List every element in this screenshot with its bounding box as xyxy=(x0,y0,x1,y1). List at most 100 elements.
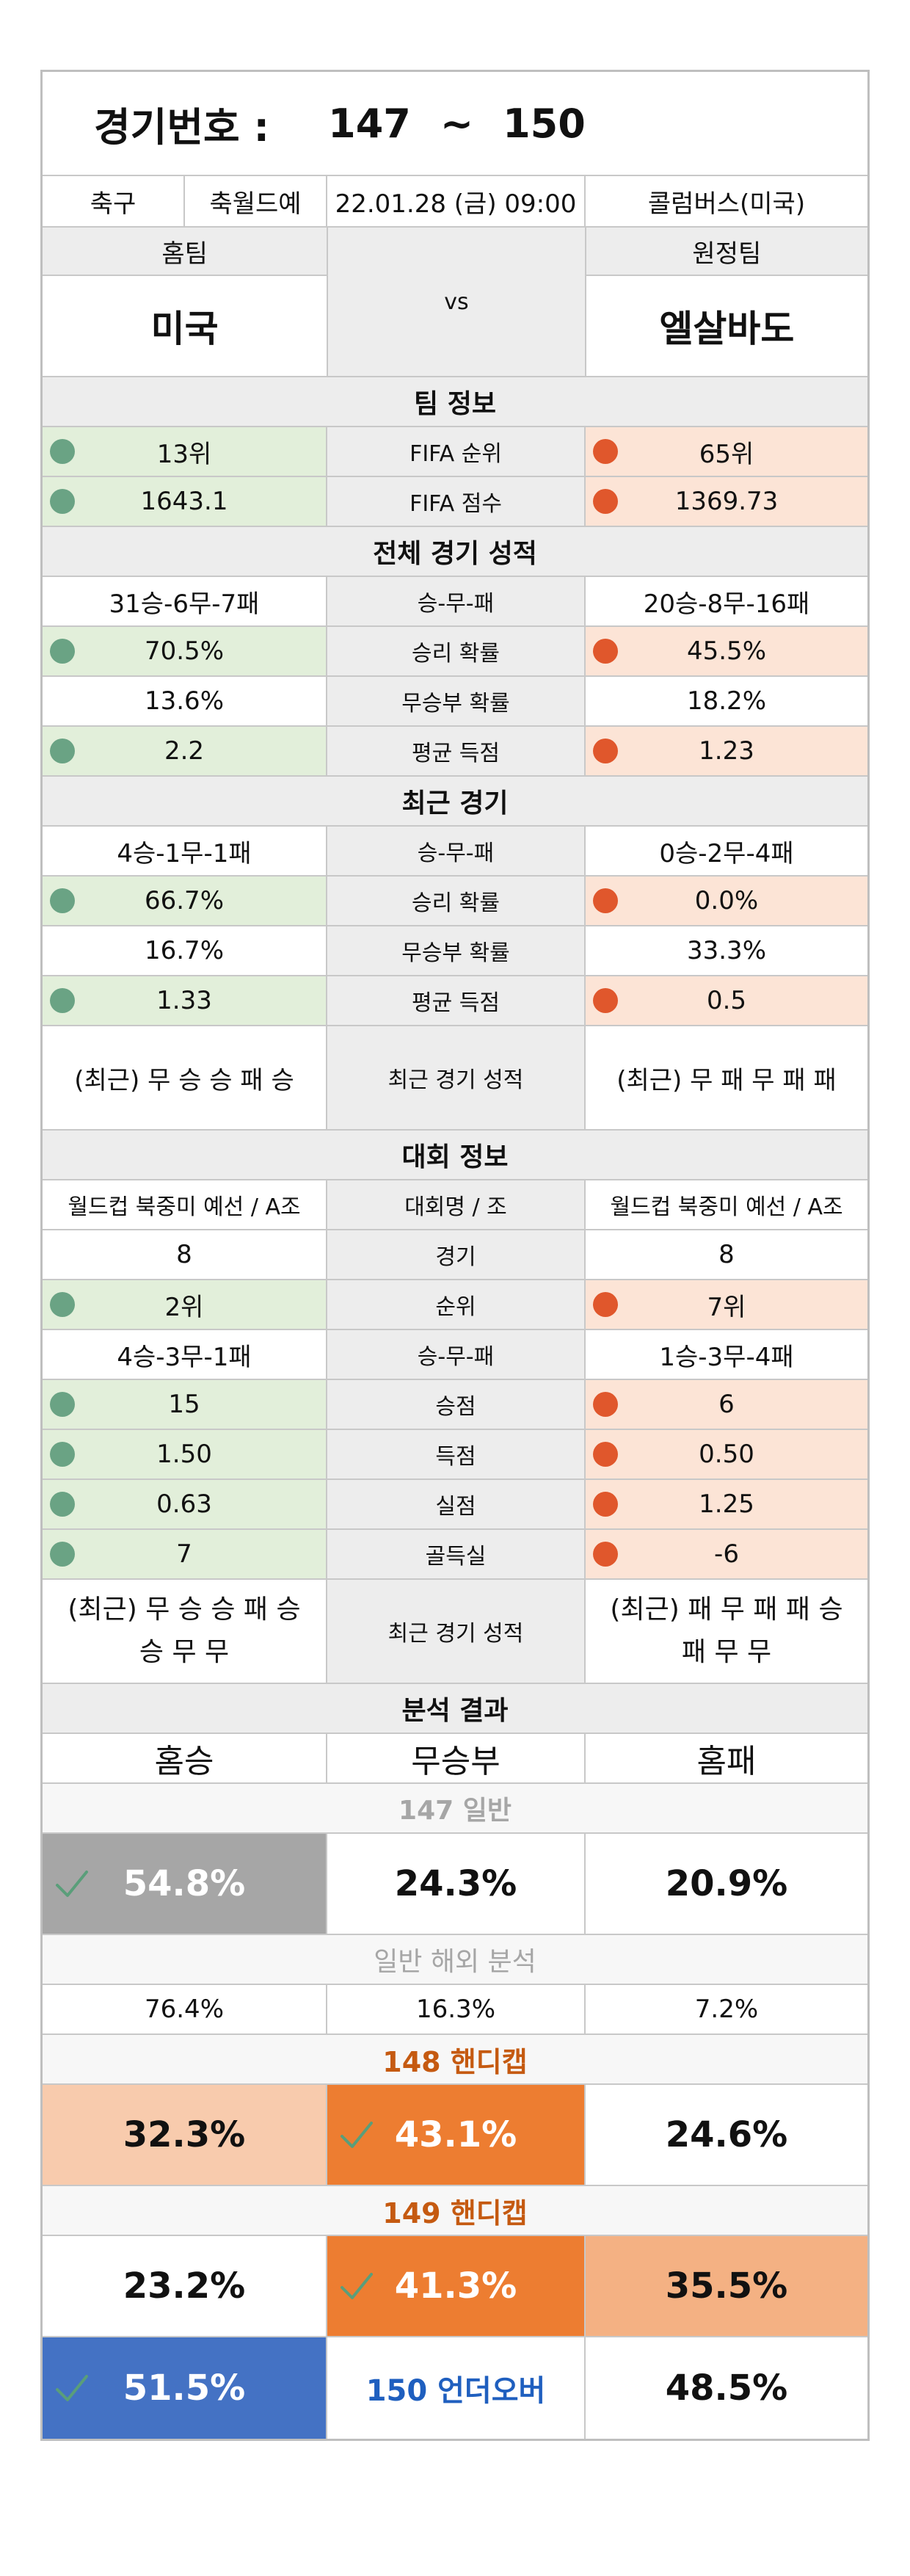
overall-draw-row: 13.6% 무승부 확률 18.2% xyxy=(43,677,867,727)
away-overall-goals: 1.23 xyxy=(586,727,867,775)
match-datetime: 22.01.28 (금) 09:00 xyxy=(327,176,586,226)
away-tournament-points: 6 xyxy=(586,1380,867,1429)
value-text: 51.5% xyxy=(123,2368,246,2409)
underover-title: 150 언더오버 xyxy=(327,2337,586,2439)
value-text: 0.50 xyxy=(699,1440,754,1469)
overseas-header: 일반 해외 분석 xyxy=(43,1935,867,1985)
home-tournament-record: 4승-3무-1패 xyxy=(43,1330,327,1379)
recent-record-row: 4승-1무-1패 승-무-패 0승-2무-4패 xyxy=(43,827,867,877)
recent-draw-row: 16.7% 무승부 확률 33.3% xyxy=(43,926,867,976)
analysis-title: 분석 결과 xyxy=(401,1696,509,1726)
value-text: 1.25 xyxy=(699,1490,754,1519)
overall-win-label: 승리 확률 xyxy=(327,627,586,675)
away-indicator-icon xyxy=(593,1542,618,1567)
analysis-header: 분석 결과 xyxy=(43,1684,867,1734)
match-number-title: 경기번호 : 147 ~ 150 xyxy=(43,72,867,175)
check-icon xyxy=(338,2267,376,2305)
away-fifa-points: 1369.73 xyxy=(586,477,867,526)
away-indicator-icon xyxy=(593,1292,618,1317)
handicap148-draw: 43.1% xyxy=(327,2085,586,2185)
tournament-form-row: (최근) 무 승 승 패 승 승 무 무 최근 경기 성적 (최근) 패 무 패… xyxy=(43,1580,867,1684)
tournament-conceded-row: 0.63 실점 1.25 xyxy=(43,1480,867,1530)
away-recent-win: 0.0% xyxy=(586,877,867,925)
general-header: 147 일반 xyxy=(43,1784,867,1834)
recent-win-row: 66.7% 승리 확률 0.0% xyxy=(43,877,867,926)
match-number-row: 경기번호 : 147 ~ 150 xyxy=(43,72,867,176)
value-text: 66.7% xyxy=(144,886,224,915)
value-text: 20.9% xyxy=(665,1863,788,1904)
match-number-tilde: ~ xyxy=(440,100,474,147)
tournament-conceded-label: 실점 xyxy=(327,1480,586,1528)
fifa-rank-row: 13위 FIFA 순위 65위 xyxy=(43,427,867,477)
home-tournament-scored: 1.50 xyxy=(43,1430,327,1479)
tournament-rank-label: 순위 xyxy=(327,1280,586,1329)
home-tournament-rank: 2위 xyxy=(43,1280,327,1329)
value-text: 2.2 xyxy=(164,736,205,766)
tournament-record-row: 4승-3무-1패 승-무-패 1승-3무-4패 xyxy=(43,1330,867,1380)
handicap148-title: 148 핸디캡 xyxy=(382,2045,528,2078)
overall-record-label: 승-무-패 xyxy=(327,577,586,625)
venue: 콜럼버스(미국) xyxy=(647,189,806,219)
recent-goals-label: 평균 득점 xyxy=(327,976,586,1025)
underover-under: 51.5% xyxy=(43,2337,327,2439)
general-draw: 24.3% xyxy=(327,1834,586,1934)
tournament-games-label: 경기 xyxy=(327,1230,586,1279)
tournament-header: 대회 정보 xyxy=(43,1131,867,1180)
analysis-columns-row: 홈승 무승부 홈패 xyxy=(43,1734,867,1784)
value-text: 32.3% xyxy=(123,2114,246,2155)
overall-record-row: 31승-6무-7패 승-무-패 20승-8무-16패 xyxy=(43,577,867,627)
value-text: 1.23 xyxy=(699,736,754,766)
overall-header: 전체 경기 성적 xyxy=(43,527,867,577)
value-text: 0.5 xyxy=(706,986,747,1015)
check-icon xyxy=(53,1865,91,1903)
value-text: 1.33 xyxy=(156,986,212,1015)
away-indicator-icon xyxy=(593,489,618,514)
recent-form-label: 최근 경기 성적 xyxy=(327,1026,586,1129)
home-fifa-rank: 13위 xyxy=(43,427,327,476)
home-indicator-icon xyxy=(50,888,75,913)
away-recent-goals: 0.5 xyxy=(586,976,867,1025)
away-overall-draw: 18.2% xyxy=(686,686,766,716)
tournament-points-row: 15 승점 6 xyxy=(43,1380,867,1430)
check-icon xyxy=(53,2369,91,2407)
home-indicator-icon xyxy=(50,1392,75,1417)
value-text: -6 xyxy=(714,1539,739,1569)
tournament-name-row: 월드컵 북중미 예선 / A조 대회명 / 조 월드컵 북중미 예선 / A조 xyxy=(43,1180,867,1230)
value-text: 43.1% xyxy=(394,2114,517,2155)
overall-title: 전체 경기 성적 xyxy=(373,539,537,569)
overseas-row: 76.4% 16.3% 7.2% xyxy=(43,1985,867,2035)
tournament-scored-label: 득점 xyxy=(327,1430,586,1479)
home-recent-form: (최근) 무 승 승 패 승 xyxy=(43,1026,327,1129)
away-indicator-icon xyxy=(593,988,618,1013)
home-overall-draw: 13.6% xyxy=(43,677,327,725)
match-analysis-sheet: 경기번호 : 147 ~ 150 축구 축월드예 22.01.28 (금) 09… xyxy=(40,70,870,2441)
recent-goals-row: 1.33 평균 득점 0.5 xyxy=(43,976,867,1026)
value-text: 65위 xyxy=(699,439,754,469)
away-tournament-diff: -6 xyxy=(586,1530,867,1578)
value-text: 15 xyxy=(168,1390,200,1419)
home-team-block: 홈팀 미국 xyxy=(43,228,329,376)
recent-title: 최근 경기 xyxy=(401,788,509,819)
away-indicator-icon xyxy=(593,1392,618,1417)
handicap148-header: 148 핸디캡 xyxy=(43,2035,867,2085)
away-tournament-scored: 0.50 xyxy=(586,1430,867,1479)
handicap149-draw: 41.3% xyxy=(327,2236,586,2336)
overseas-home-loss: 7.2% xyxy=(694,1995,759,2024)
overseas-home-win: 76.4% xyxy=(43,1985,327,2033)
away-recent-record: 0승-2무-4패 xyxy=(659,838,794,868)
home-indicator-icon xyxy=(50,739,75,763)
home-indicator-icon xyxy=(50,988,75,1013)
fifa-points-row: 1643.1 FIFA 점수 1369.73 xyxy=(43,477,867,527)
value-text: 24.6% xyxy=(665,2114,788,2155)
home-indicator-icon xyxy=(50,1542,75,1567)
value-text: 24.3% xyxy=(394,1863,517,1904)
home-tournament-points: 15 xyxy=(43,1380,327,1429)
home-tournament-name: 월드컵 북중미 예선 / A조 xyxy=(43,1180,327,1229)
meta-row: 축구 축월드예 22.01.28 (금) 09:00 콜럼버스(미국) xyxy=(43,176,867,228)
away-indicator-icon xyxy=(593,739,618,763)
general-home-win: 54.8% xyxy=(43,1834,327,1934)
recent-draw-label: 무승부 확률 xyxy=(327,926,586,975)
general-title: 147 일반 xyxy=(398,1796,512,1826)
value-text: 54.8% xyxy=(123,1863,246,1904)
away-overall-record: 20승-8무-16패 xyxy=(643,589,810,619)
